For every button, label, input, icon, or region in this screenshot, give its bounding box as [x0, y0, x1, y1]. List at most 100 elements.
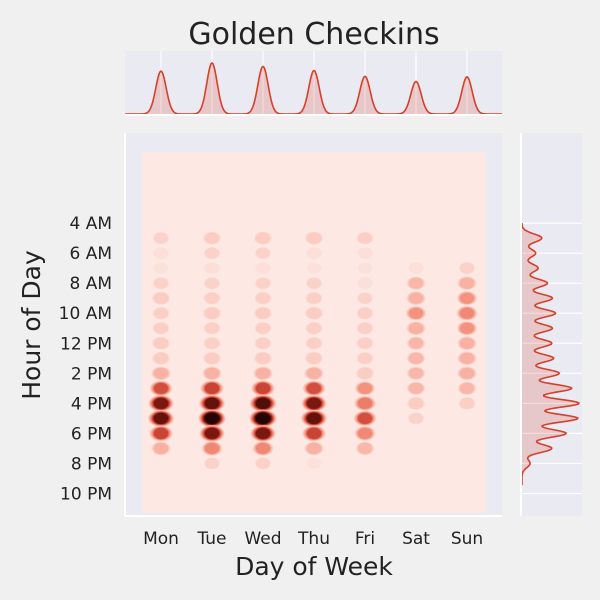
x-tick-sun: Sun — [451, 529, 483, 549]
density-contour-mon-7 — [153, 262, 169, 274]
density-contour-wed-6 — [256, 247, 270, 259]
y-tick-labels: 4 AM 6 AM 8 AM 10 AM 12 PM 2 PM 4 PM 6 PM 8 PM 10… — [59, 214, 112, 504]
density-contour-tue-16 — [204, 397, 220, 409]
density-contour-fri-17 — [358, 412, 372, 424]
density-contour-wed-15 — [255, 382, 271, 394]
right-kde-line — [521, 223, 581, 486]
density-contour-fri-8 — [357, 277, 373, 289]
density-contour-sun-15 — [459, 382, 475, 394]
right-kde-fill — [522, 223, 579, 486]
density-contour-sat-13 — [408, 352, 424, 364]
density-contour-wed-20 — [256, 457, 270, 469]
density-contour-sat-16 — [408, 397, 424, 410]
density-contour-thu-12 — [306, 337, 322, 349]
density-contour-sat-17 — [409, 412, 423, 424]
density-contour-tue-8 — [205, 277, 219, 289]
density-contour-tue-9 — [204, 292, 220, 304]
density-contour-thu-20 — [306, 457, 322, 470]
density-contour-wed-5 — [255, 232, 271, 244]
density-contour-fri-12 — [357, 337, 373, 349]
y-tick-8: 8 AM — [69, 274, 112, 294]
density-contour-wed-8 — [256, 277, 270, 289]
density-contour-thu-18 — [306, 427, 322, 439]
density-contour-sun-10 — [459, 307, 475, 319]
density-contour-fri-16 — [357, 397, 373, 409]
top-kde-fill — [125, 63, 502, 114]
density-contour-wed-9 — [255, 292, 271, 304]
density-contour-fri-14 — [357, 367, 373, 380]
density-contour-thu-8 — [307, 277, 321, 289]
density-contour-thu-10 — [306, 307, 322, 319]
density-contour-tue-19 — [204, 442, 220, 454]
y-tick-16: 4 PM — [71, 394, 112, 414]
density-contour-wed-19 — [255, 442, 271, 454]
density-contour-sat-14 — [408, 367, 424, 379]
density-contour-mon-13 — [153, 352, 169, 364]
density-contour-wed-13 — [255, 352, 271, 364]
density-contour-sun-13 — [459, 352, 475, 364]
y-axis-label: Hour of Day — [17, 250, 46, 400]
density-contour-thu-11 — [306, 322, 322, 334]
right-marginal-plot — [520, 133, 582, 516]
density-contour-sun-11 — [460, 322, 474, 334]
x-tick-tue: Tue — [196, 529, 226, 549]
density-contour-sat-12 — [408, 337, 424, 349]
density-contour-thu-19 — [306, 442, 322, 455]
density-contour-sun-14 — [459, 367, 475, 379]
density-contour-mon-17 — [153, 412, 169, 424]
density-contour-tue-14 — [204, 367, 220, 379]
top-marginal-plot — [125, 51, 502, 116]
x-tick-sat: Sat — [402, 529, 430, 549]
density-contour-wed-7 — [255, 262, 271, 274]
density-contour-tue-13 — [204, 352, 220, 364]
density-contour-wed-14 — [255, 367, 271, 379]
density-contour-fri-15 — [358, 382, 372, 394]
density-contour-tue-12 — [204, 337, 220, 349]
density-contour-thu-16 — [306, 397, 322, 409]
density-contour-wed-11 — [255, 322, 271, 334]
density-contour-sat-9 — [408, 292, 424, 304]
density-contour-fri-6 — [357, 247, 373, 259]
density-contour-fri-9 — [358, 292, 372, 304]
density-contour-sat-10 — [409, 307, 423, 319]
density-contour-sat-15 — [408, 382, 424, 394]
density-contour-tue-5 — [204, 232, 220, 244]
density-contour-wed-16 — [255, 397, 271, 409]
density-contour-fri-7 — [357, 262, 373, 274]
density-contour-mon-9 — [153, 292, 169, 304]
density-contour-mon-18 — [153, 427, 169, 439]
density-contour-sat-7 — [408, 262, 424, 274]
density-contour-mon-11 — [153, 322, 169, 334]
density-contour-wed-17 — [255, 412, 271, 424]
chart-title: Golden Checkins — [188, 17, 439, 52]
density-contour-sun-9 — [460, 292, 474, 304]
y-tick-6: 6 AM — [69, 244, 112, 264]
density-contour-sat-8 — [408, 277, 424, 289]
density-contour-fri-5 — [357, 232, 373, 244]
right-panel-bg — [521, 133, 582, 516]
density-contour-thu-14 — [306, 367, 322, 379]
x-axis-label: Day of Week — [235, 552, 393, 581]
density-contour-fri-18 — [357, 427, 373, 439]
y-tick-4: 4 AM — [69, 214, 112, 234]
x-tick-thu: Thu — [297, 529, 330, 549]
density-contour-thu-17 — [306, 412, 322, 424]
y-tick-18: 6 PM — [71, 424, 112, 444]
density-contour-mon-5 — [154, 232, 168, 244]
density-contour-thu-6 — [306, 247, 322, 259]
density-contour-tue-18 — [204, 427, 220, 439]
density-contour-sun-12 — [459, 337, 475, 349]
x-tick-fri: Fri — [355, 529, 375, 549]
density-contour-thu-9 — [306, 292, 322, 304]
density-contour-sun-7 — [460, 262, 474, 274]
density-contour-wed-10 — [255, 307, 271, 319]
density-contour-thu-7 — [306, 262, 322, 274]
density-contour-tue-15 — [204, 382, 220, 394]
y-tick-20: 8 PM — [71, 454, 112, 474]
density-contour-thu-15 — [307, 382, 321, 394]
y-tick-22: 10 PM — [60, 484, 112, 504]
density-contour-wed-18 — [255, 427, 271, 439]
density-contour-mon-14 — [153, 367, 169, 379]
density-contour-fri-11 — [357, 322, 373, 334]
